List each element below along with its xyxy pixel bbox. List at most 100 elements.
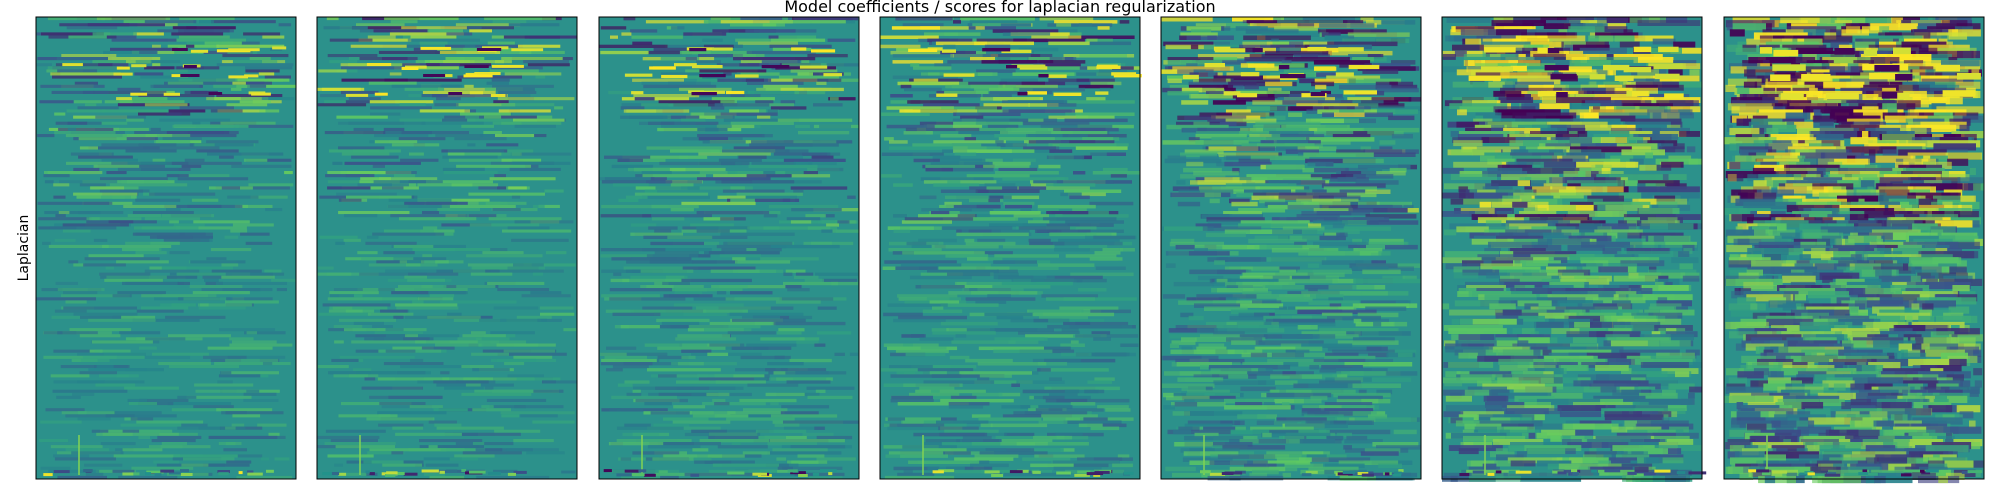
- heatmap-cell: [1631, 312, 1649, 319]
- heatmap-cell: [1453, 140, 1483, 147]
- heatmap-cell: [1403, 204, 1414, 210]
- heatmap-cell: [1038, 164, 1061, 169]
- heatmap-cell: [79, 371, 117, 375]
- heatmap-cell: [1481, 257, 1534, 264]
- heatmap-cell: [793, 140, 837, 144]
- heatmap-cell: [72, 392, 95, 396]
- heatmap-cell: [726, 417, 795, 421]
- heatmap-cell: [783, 272, 793, 276]
- heatmap-cell: [1482, 41, 1531, 48]
- heatmap-cell: [893, 466, 940, 471]
- heatmap-cell: [1445, 346, 1493, 353]
- heatmap-cell: [1489, 57, 1554, 63]
- heatmap-cell: [1056, 23, 1072, 27]
- heatmap-cell: [361, 257, 414, 261]
- heatmap-cell: [1493, 90, 1522, 97]
- heatmap-cell: [1516, 158, 1573, 165]
- heatmap-cell: [179, 35, 230, 39]
- heatmap-cell: [1635, 244, 1662, 251]
- heatmap-cell: [1579, 420, 1612, 427]
- heatmap-cell: [446, 285, 457, 289]
- heatmap-cell: [661, 124, 732, 129]
- heatmap-cell: [1622, 103, 1660, 110]
- heatmap-cell: [909, 275, 972, 280]
- heatmap-cell: [944, 90, 989, 95]
- heatmap-cell: [1090, 309, 1131, 314]
- heatmap-cell: [503, 349, 555, 353]
- heatmap-cell: [144, 269, 200, 273]
- heatmap-cell: [1264, 454, 1302, 459]
- heatmap-bright-cell: [674, 63, 697, 67]
- heatmap-cell: [1597, 84, 1623, 91]
- heatmap-cell: [1308, 466, 1359, 472]
- heatmap-cell: [769, 439, 845, 443]
- heatmap-cell: [1263, 402, 1275, 407]
- heatmap-cell: [1497, 377, 1554, 384]
- heatmap-cell: [1485, 50, 1547, 57]
- heatmap-cell: [1321, 183, 1386, 188]
- heatmap-cell: [1238, 312, 1270, 318]
- heatmap-cell: [1483, 260, 1492, 267]
- heatmap-cell: [1234, 420, 1245, 425]
- heatmap-cell: [1283, 69, 1321, 74]
- heatmap-cell: [1074, 72, 1130, 76]
- heatmap-cell: [1098, 257, 1119, 261]
- heatmap-cell: [1348, 54, 1382, 59]
- heatmap-cell: [684, 472, 755, 477]
- heatmap-cell: [1463, 60, 1475, 66]
- heatmap-cell: [1355, 180, 1399, 185]
- heatmap-cell: [523, 60, 569, 64]
- heatmap-cell: [554, 106, 564, 110]
- heatmap-cell: [729, 109, 766, 113]
- heatmap-cell: [1524, 402, 1551, 408]
- heatmap-cell: [369, 472, 375, 476]
- heatmap-cell: [1591, 171, 1599, 177]
- heatmap-cell: [440, 300, 517, 304]
- heatmap-cell: [1296, 214, 1340, 219]
- heatmap-cell: [824, 214, 835, 218]
- heatmap-cell: [250, 195, 288, 199]
- heatmap-cell: [684, 432, 761, 437]
- heatmap-cell: [470, 266, 545, 270]
- heatmap-cell: [1196, 346, 1227, 352]
- heatmap-cell: [1054, 20, 1118, 24]
- heatmap-cell: [207, 346, 273, 350]
- heatmap-cell: [1358, 164, 1411, 170]
- heatmap-cell: [1477, 254, 1534, 261]
- heatmap-cell: [441, 204, 516, 208]
- heatmap-cell: [1562, 439, 1582, 445]
- heatmap-cell: [1485, 402, 1525, 408]
- heatmap-panel-1: [35, 16, 297, 480]
- heatmap-cell: [339, 355, 415, 359]
- heatmap-cell: [1328, 297, 1343, 302]
- heatmap-cell: [1570, 146, 1632, 153]
- heatmap-cell: [1213, 380, 1267, 385]
- heatmap-cell: [909, 226, 943, 230]
- heatmap-cell: [123, 204, 177, 208]
- heatmap-cell: [1051, 131, 1108, 135]
- heatmap-cell: [1614, 100, 1652, 107]
- heatmap-cell: [692, 448, 709, 452]
- heatmap-cell: [1167, 57, 1214, 62]
- heatmap-dark-cell: [1550, 74, 1577, 80]
- heatmap-cell: [163, 238, 210, 242]
- heatmap-cell: [508, 186, 527, 190]
- heatmap-cell: [698, 152, 771, 156]
- heatmap-cell: [1556, 226, 1611, 233]
- heatmap-cell: [77, 417, 111, 421]
- heatmap-cell: [1537, 238, 1590, 245]
- heatmap-cell: [73, 312, 138, 316]
- heatmap-cell: [793, 275, 819, 279]
- heatmap-cell: [1163, 392, 1181, 398]
- heatmap-cell: [1018, 186, 1047, 190]
- heatmap-cell: [1167, 155, 1187, 161]
- heatmap-dark-cell: [184, 65, 197, 68]
- heatmap-cell: [226, 460, 252, 464]
- heatmap-cell: [206, 140, 259, 144]
- heatmap-cell: [1323, 248, 1359, 253]
- heatmap-cell: [892, 54, 953, 58]
- heatmap-cell: [634, 97, 655, 101]
- heatmap-cell: [500, 411, 575, 415]
- heatmap-cell: [101, 158, 138, 162]
- heatmap-dark-cell: [1556, 92, 1568, 98]
